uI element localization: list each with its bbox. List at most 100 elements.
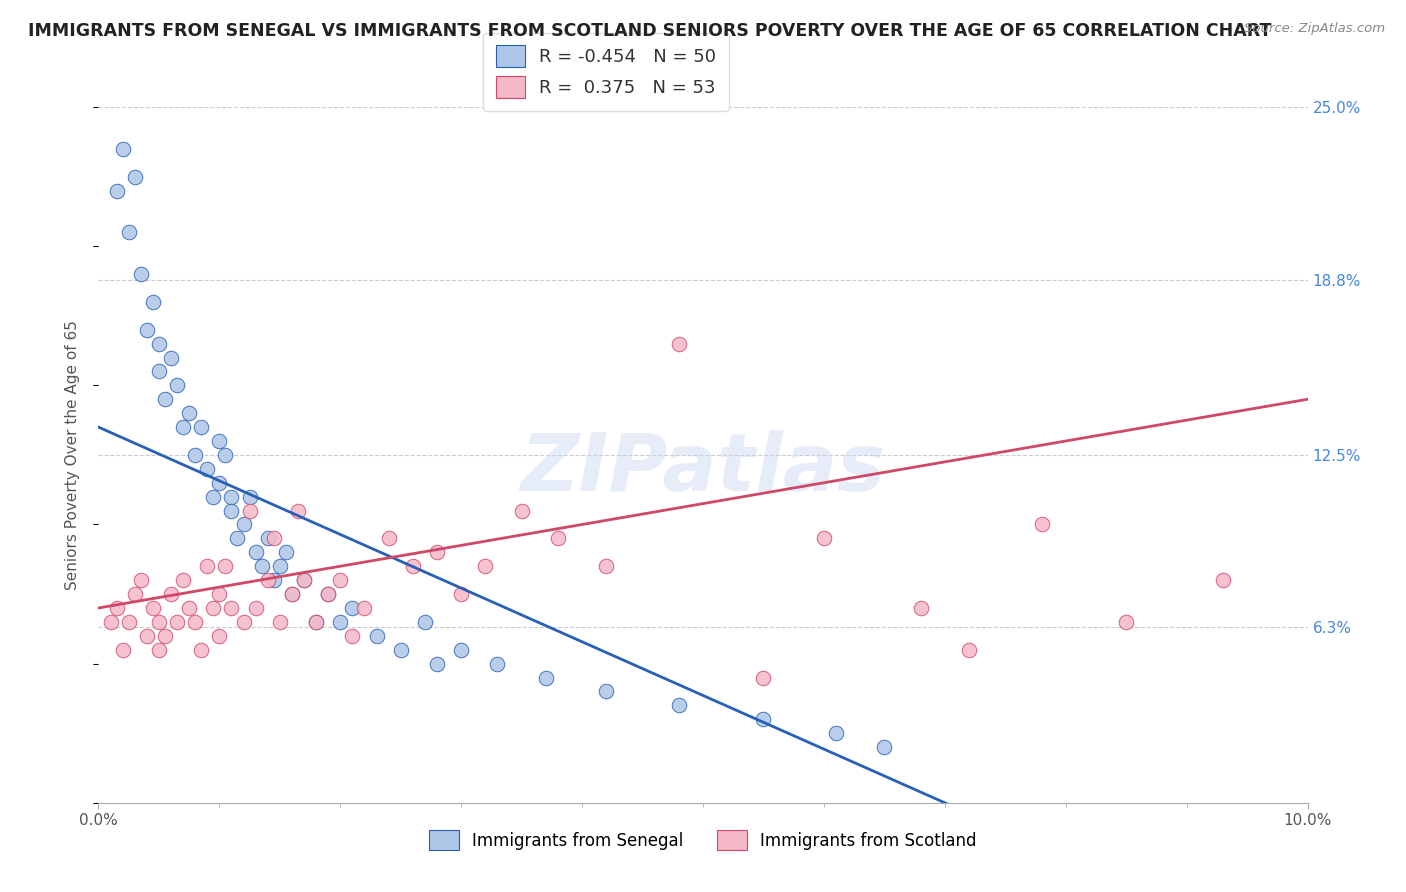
Point bbox=[184, 615, 207, 629]
Point bbox=[305, 615, 328, 629]
Point bbox=[195, 462, 218, 476]
Point bbox=[195, 559, 218, 574]
Point bbox=[263, 532, 285, 546]
Point bbox=[105, 184, 128, 198]
Point bbox=[256, 532, 278, 546]
Point bbox=[142, 601, 165, 615]
Point bbox=[287, 503, 309, 517]
Point bbox=[221, 490, 243, 504]
Point bbox=[263, 573, 285, 587]
Text: Source: ZipAtlas.com: Source: ZipAtlas.com bbox=[1244, 22, 1385, 36]
Point bbox=[239, 503, 262, 517]
Point bbox=[534, 671, 557, 685]
Point bbox=[142, 294, 165, 309]
Point bbox=[292, 573, 315, 587]
Point bbox=[184, 448, 207, 462]
Point bbox=[208, 587, 231, 601]
Point bbox=[190, 420, 212, 434]
Point bbox=[547, 532, 569, 546]
Point bbox=[353, 601, 375, 615]
Point bbox=[269, 559, 291, 574]
Point bbox=[239, 490, 262, 504]
Point bbox=[202, 601, 225, 615]
Point bbox=[1212, 573, 1234, 587]
Point bbox=[873, 740, 896, 755]
Point bbox=[105, 601, 128, 615]
Point bbox=[118, 225, 141, 239]
Point bbox=[316, 587, 339, 601]
Point bbox=[148, 615, 170, 629]
Point bbox=[214, 559, 236, 574]
Point bbox=[250, 559, 273, 574]
Point bbox=[413, 615, 436, 629]
Point bbox=[179, 406, 201, 420]
Point bbox=[129, 267, 152, 281]
Point bbox=[172, 573, 194, 587]
Point bbox=[232, 615, 254, 629]
Point bbox=[342, 601, 364, 615]
Point bbox=[668, 698, 690, 713]
Point bbox=[813, 532, 835, 546]
Point bbox=[510, 503, 533, 517]
Point bbox=[148, 336, 170, 351]
Point bbox=[232, 517, 254, 532]
Point bbox=[1115, 615, 1137, 629]
Point bbox=[100, 615, 122, 629]
Point bbox=[166, 378, 188, 392]
Point bbox=[111, 642, 134, 657]
Point bbox=[957, 642, 980, 657]
Point bbox=[208, 629, 231, 643]
Point bbox=[366, 629, 388, 643]
Point bbox=[281, 587, 304, 601]
Point bbox=[135, 629, 157, 643]
Point bbox=[426, 657, 449, 671]
Point bbox=[329, 615, 352, 629]
Point bbox=[208, 475, 231, 490]
Point bbox=[148, 642, 170, 657]
Point bbox=[1031, 517, 1053, 532]
Point bbox=[752, 671, 775, 685]
Point bbox=[486, 657, 509, 671]
Point bbox=[668, 336, 690, 351]
Point bbox=[274, 545, 297, 559]
Point bbox=[377, 532, 399, 546]
Point bbox=[426, 545, 449, 559]
Point bbox=[305, 615, 328, 629]
Point bbox=[221, 601, 243, 615]
Point bbox=[153, 629, 176, 643]
Point bbox=[281, 587, 304, 601]
Point bbox=[292, 573, 315, 587]
Point bbox=[208, 434, 231, 448]
Point bbox=[269, 615, 291, 629]
Point bbox=[124, 169, 146, 184]
Point bbox=[166, 615, 188, 629]
Point bbox=[172, 420, 194, 434]
Point bbox=[402, 559, 425, 574]
Point bbox=[450, 587, 472, 601]
Point bbox=[153, 392, 176, 407]
Point bbox=[474, 559, 496, 574]
Point bbox=[129, 573, 152, 587]
Point bbox=[245, 545, 267, 559]
Legend: Immigrants from Senegal, Immigrants from Scotland: Immigrants from Senegal, Immigrants from… bbox=[422, 823, 984, 857]
Point bbox=[148, 364, 170, 378]
Text: ZIPatlas: ZIPatlas bbox=[520, 430, 886, 508]
Point bbox=[595, 559, 617, 574]
Point bbox=[316, 587, 339, 601]
Point bbox=[111, 142, 134, 156]
Point bbox=[221, 503, 243, 517]
Point bbox=[118, 615, 141, 629]
Point bbox=[202, 490, 225, 504]
Point bbox=[214, 448, 236, 462]
Point bbox=[595, 684, 617, 698]
Point bbox=[124, 587, 146, 601]
Point bbox=[226, 532, 249, 546]
Point bbox=[160, 587, 183, 601]
Point bbox=[910, 601, 932, 615]
Point bbox=[752, 712, 775, 726]
Y-axis label: Seniors Poverty Over the Age of 65: Seniors Poverty Over the Age of 65 bbox=[65, 320, 80, 590]
Point bbox=[256, 573, 278, 587]
Text: IMMIGRANTS FROM SENEGAL VS IMMIGRANTS FROM SCOTLAND SENIORS POVERTY OVER THE AGE: IMMIGRANTS FROM SENEGAL VS IMMIGRANTS FR… bbox=[28, 22, 1271, 40]
Point bbox=[160, 351, 183, 365]
Point bbox=[135, 323, 157, 337]
